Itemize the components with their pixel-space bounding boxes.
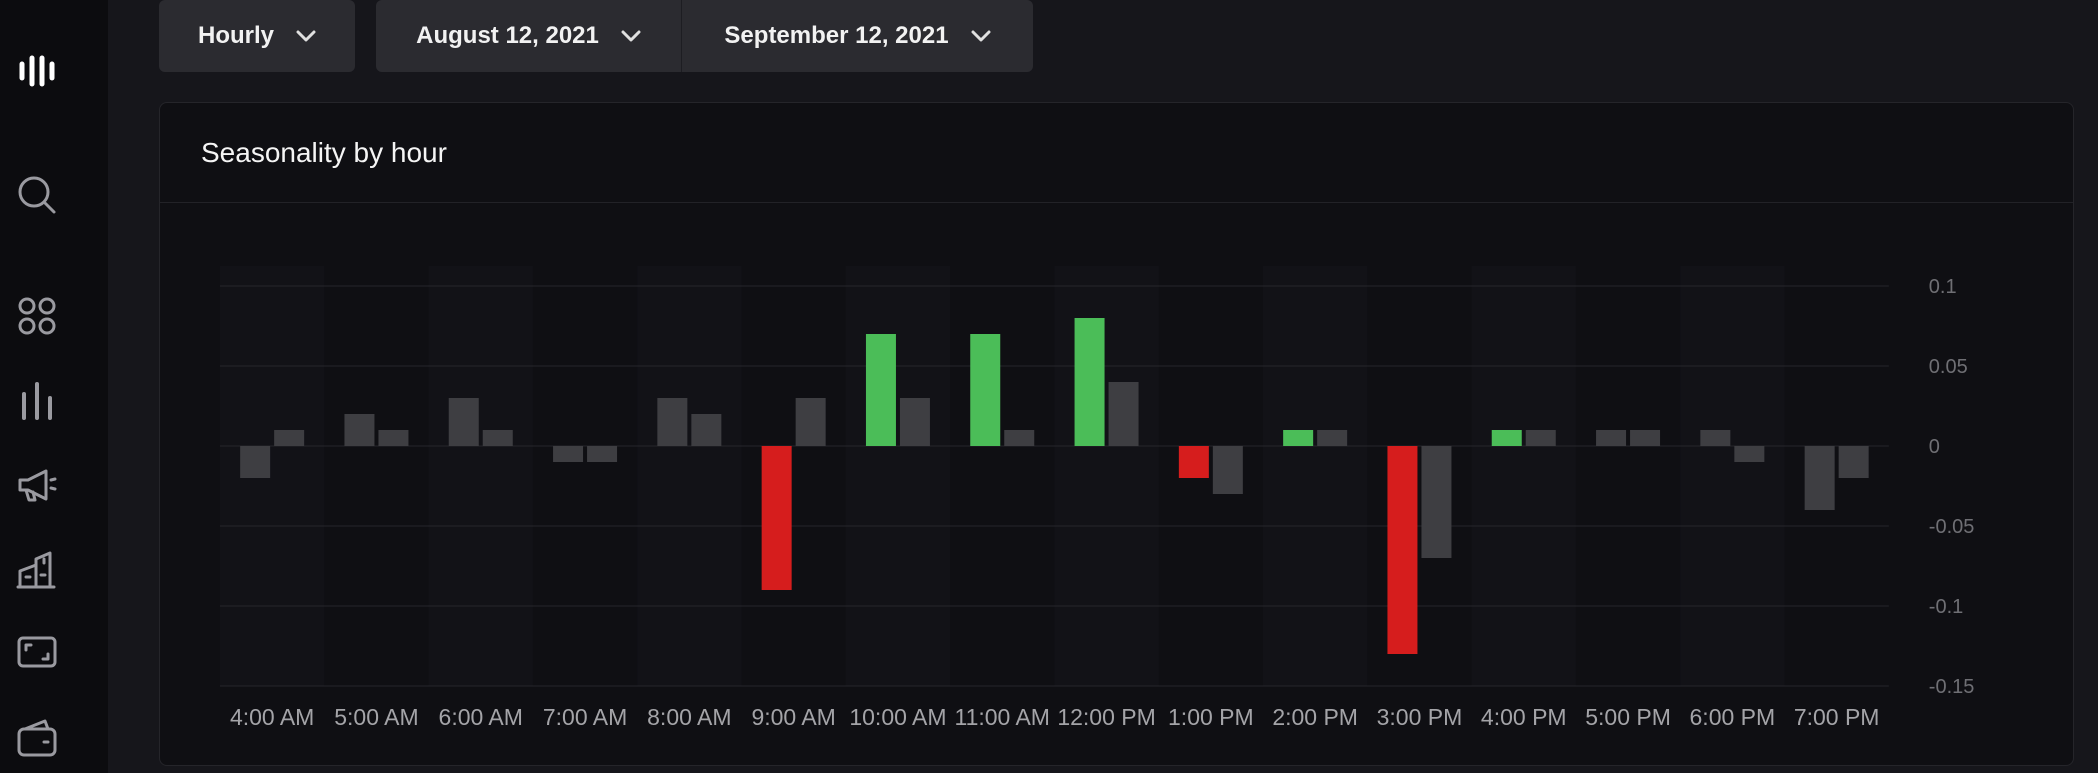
x-tick-label: 9:00 AM — [751, 704, 835, 730]
x-tick-label: 5:00 AM — [334, 704, 418, 730]
bar-primary — [1804, 446, 1835, 510]
logo-bars-icon[interactable] — [14, 48, 60, 94]
column-band — [1471, 266, 1576, 686]
bar-primary — [240, 446, 271, 478]
bar-primary — [1387, 446, 1418, 654]
bar-primary — [344, 414, 375, 446]
bar-primary — [1074, 318, 1105, 446]
megaphone-icon[interactable] — [14, 461, 60, 507]
column-band — [428, 266, 533, 686]
screen-frame-icon[interactable] — [14, 629, 60, 675]
y-tick-label: 0 — [1929, 436, 1940, 458]
bar-secondary — [1525, 430, 1556, 446]
x-tick-label: 11:00 AM — [955, 704, 1050, 730]
seasonality-chart: 4:00 AM 5:00 AM 6:00 AM 7:00 AM 8:00 AM 9:00 … — [220, 266, 1975, 730]
x-tick-label: 8:00 AM — [647, 704, 731, 730]
bar-secondary — [1421, 446, 1452, 558]
chevron-down-icon — [971, 30, 991, 42]
x-tick-label: 7:00 PM — [1794, 704, 1880, 730]
y-tick-label: -0.05 — [1929, 516, 1975, 538]
column-band — [1263, 266, 1368, 686]
sidebar — [0, 0, 108, 773]
bar-secondary — [1317, 430, 1348, 446]
bar-primary — [1700, 430, 1731, 446]
chart-title: Seasonality by hour — [201, 137, 447, 168]
x-tick-label: 3:00 PM — [1377, 704, 1463, 730]
buildings-icon[interactable] — [14, 547, 60, 593]
start-date-dropdown[interactable]: August 12, 2021 — [376, 0, 681, 72]
y-tick-label: 0.1 — [1929, 276, 1957, 298]
wallet-icon[interactable] — [14, 715, 60, 761]
seasonality-card: Seasonality by hour 4:00 AM 5:00 AM 6:00 A… — [159, 102, 2074, 766]
start-date-label: August 12, 2021 — [416, 22, 599, 49]
bar-secondary — [1630, 430, 1661, 446]
bar-secondary — [587, 446, 618, 462]
x-tick-label: 2:00 PM — [1272, 704, 1358, 730]
chevron-down-icon — [621, 30, 641, 42]
bar-secondary — [274, 430, 305, 446]
column-band — [637, 266, 742, 686]
column-band — [845, 266, 951, 686]
end-date-dropdown[interactable]: September 12, 2021 — [681, 0, 1033, 72]
bar-primary — [1491, 430, 1522, 446]
bar-primary — [1178, 446, 1209, 478]
column-band — [1054, 266, 1159, 686]
y-tick-label: -0.15 — [1929, 676, 1975, 698]
bar-chart-icon[interactable] — [14, 378, 60, 424]
x-tick-label: 6:00 AM — [439, 704, 523, 730]
search-icon[interactable] — [14, 172, 60, 218]
x-tick-label: 7:00 AM — [543, 704, 627, 730]
bar-primary — [1283, 430, 1314, 446]
end-date-label: September 12, 2021 — [724, 22, 949, 49]
bar-secondary — [1212, 446, 1243, 494]
card-header: Seasonality by hour — [160, 103, 2073, 203]
bar-secondary — [1108, 382, 1139, 446]
y-tick-label: 0.05 — [1929, 356, 1968, 378]
x-tick-label: 10:00 AM — [849, 704, 946, 730]
apps-grid-icon[interactable] — [14, 293, 60, 339]
bar-secondary — [899, 398, 930, 446]
bar-secondary — [1734, 446, 1765, 462]
bar-secondary — [795, 398, 826, 446]
bar-primary — [1596, 430, 1627, 446]
bar-secondary — [1004, 430, 1035, 446]
bar-secondary — [378, 430, 409, 446]
x-tick-label: 5:00 PM — [1585, 704, 1671, 730]
bar-primary — [448, 398, 479, 446]
bar-secondary — [1838, 446, 1869, 478]
bar-secondary — [691, 414, 722, 446]
interval-dropdown[interactable]: Hourly — [159, 0, 355, 72]
x-tick-label: 4:00 AM — [230, 704, 314, 730]
x-tick-label: 12:00 PM — [1057, 704, 1155, 730]
x-tick-label: 1:00 PM — [1168, 704, 1254, 730]
x-tick-label: 4:00 PM — [1481, 704, 1567, 730]
bar-secondary — [482, 430, 513, 446]
bar-primary — [865, 334, 896, 446]
x-tick-label: 6:00 PM — [1690, 704, 1776, 730]
y-tick-label: -0.1 — [1929, 596, 1963, 618]
interval-label: Hourly — [197, 22, 274, 49]
bar-primary — [553, 446, 584, 462]
bar-primary — [761, 446, 792, 590]
column-band — [220, 266, 325, 686]
bar-primary — [970, 334, 1001, 446]
chevron-down-icon — [296, 30, 316, 42]
column-band — [1680, 266, 1785, 686]
bar-primary — [657, 398, 688, 446]
